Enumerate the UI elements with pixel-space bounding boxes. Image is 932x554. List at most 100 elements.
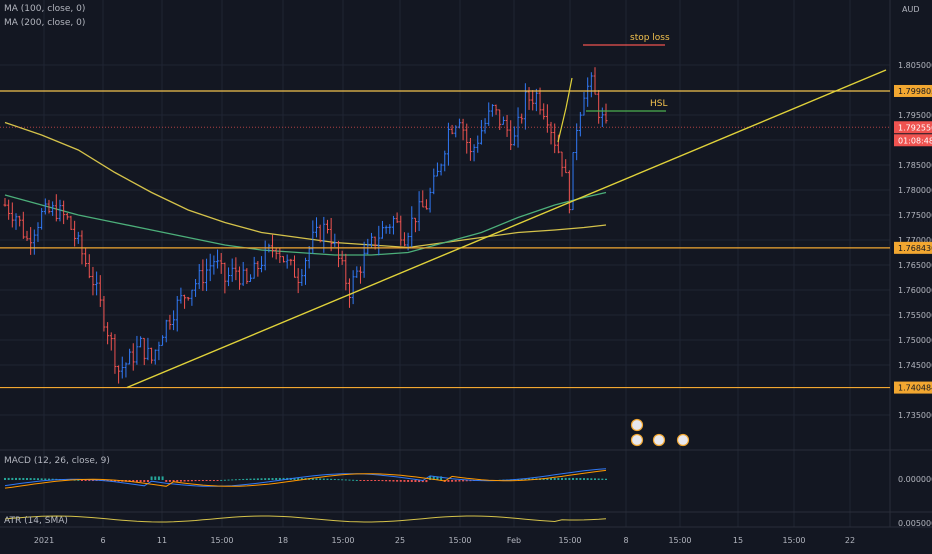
macd-histogram-bar	[399, 480, 402, 482]
macd-histogram-bar	[311, 478, 314, 480]
price-label-box	[894, 121, 932, 134]
macd-histogram-bar	[132, 480, 135, 482]
macd-histogram-bar	[91, 480, 94, 481]
macd-histogram-bar	[44, 478, 47, 480]
macd-histogram-bar	[187, 480, 190, 482]
macd-histogram-bar	[29, 478, 32, 480]
macd-histogram-bar	[572, 477, 575, 480]
drawings[interactable]: stop loss HSL	[0, 33, 890, 389]
macd-histogram-bar	[297, 477, 300, 480]
macd-histogram-bar	[458, 480, 461, 482]
macd-histogram-bar	[176, 480, 179, 482]
macd-histogram-bar	[113, 480, 116, 482]
legend-atr[interactable]: ATR (14, SMA)	[4, 516, 68, 526]
macd-histogram-bar	[168, 480, 171, 482]
legend-ma200[interactable]: MA (200, close, 0)	[4, 18, 86, 28]
indicator-panes	[4, 468, 607, 523]
macd-histogram-bar	[429, 476, 432, 480]
time-axis-label: Feb	[507, 536, 521, 545]
time-axis-label: 22	[845, 536, 855, 545]
macd-histogram-bar	[432, 476, 435, 480]
macd-histogram-bar	[352, 479, 355, 481]
macd-histogram-bar	[231, 479, 234, 481]
price-axis[interactable]: AUD1.8050001.7950001.7900001.7850001.780…	[894, 5, 932, 528]
macd-histogram-bar	[194, 480, 197, 482]
macd-histogram-bar	[139, 480, 142, 483]
price-tick-label: 1.745000	[898, 361, 932, 370]
macd-histogram-bar	[18, 477, 21, 480]
macd-histogram-bar	[326, 478, 329, 480]
macd-histogram-bar	[77, 479, 80, 481]
price-tick-label: 1.795000	[898, 111, 932, 120]
hsl-label: HSL	[650, 99, 668, 109]
macd-histogram-bar	[553, 477, 556, 480]
stop-loss-label: stop loss	[630, 33, 670, 43]
macd-histogram-bar	[370, 480, 373, 481]
macd-histogram-bar	[267, 478, 270, 480]
price-tick-label: 1.750000	[898, 336, 932, 345]
macd-histogram-bar	[330, 478, 333, 480]
macd-histogram-bar	[528, 478, 531, 480]
legend-ma100[interactable]: MA (100, close, 0)	[4, 4, 86, 14]
macd-histogram-bar	[462, 480, 465, 482]
macd-histogram-bar	[143, 480, 146, 483]
economic-event-icon	[630, 433, 644, 447]
macd-histogram-bar	[135, 480, 138, 482]
time-axis-label: 6	[100, 536, 105, 545]
macd-axis-bg	[894, 474, 932, 484]
macd-histogram-bar	[425, 480, 428, 483]
macd-histogram-bar	[359, 480, 362, 481]
macd-histogram-bar	[403, 480, 406, 482]
macd-histogram-bar	[220, 479, 223, 481]
macd-histogram-bar	[22, 477, 25, 480]
price-tick-label: 1.780000	[898, 186, 932, 195]
macd-histogram-bar	[275, 477, 278, 480]
price-tick-label: 1.755000	[898, 311, 932, 320]
macd-histogram-bar	[333, 478, 336, 480]
time-axis-label: 18	[278, 536, 288, 545]
time-axis-label: 2021	[34, 536, 54, 545]
economic-event-icon	[652, 433, 666, 447]
economic-event-icon	[630, 418, 644, 432]
price-tick-label: 1.805000	[898, 61, 932, 70]
price-label-box	[894, 381, 932, 394]
macd-histogram-bar	[165, 480, 168, 482]
time-axis[interactable]: 2021 6 11 15:00 18 15:00 25 15:00 Feb 15:00 8 15:00…	[34, 536, 855, 545]
macd-histogram-bar	[366, 480, 369, 481]
price-label-countdown: 01:08:48	[898, 136, 932, 145]
macd-histogram-bar	[223, 479, 226, 481]
ma100-line	[4, 121, 607, 249]
macd-histogram-bar	[161, 476, 164, 480]
macd-histogram-bar	[179, 480, 182, 482]
macd-histogram-bar	[418, 480, 421, 483]
legend-macd[interactable]: MACD (12, 26, close, 9)	[4, 456, 110, 466]
macd-histogram-bar	[377, 480, 380, 481]
macd-histogram-bar	[198, 480, 201, 481]
economic-event-icon	[676, 433, 690, 447]
macd-histogram-bar	[33, 478, 36, 480]
macd-histogram-bar	[7, 477, 10, 480]
macd-histogram-bar	[385, 480, 388, 482]
macd-histogram-bar	[238, 479, 241, 481]
macd-histogram-bar	[436, 476, 439, 480]
time-axis-label: 15:00	[668, 536, 691, 545]
macd-histogram-bar	[579, 478, 582, 480]
event-markers[interactable]	[630, 418, 690, 447]
macd-histogram-bar	[11, 477, 14, 480]
macd-histogram-bar	[205, 480, 208, 481]
macd-histogram-bar	[586, 478, 589, 480]
macd-histogram-bar	[564, 477, 567, 480]
macd-histogram-bar	[524, 478, 527, 480]
macd-histogram-bar	[282, 477, 285, 480]
macd-histogram-bar	[88, 480, 91, 481]
macd-histogram-bar	[80, 480, 83, 481]
time-axis-label: 25	[395, 536, 405, 545]
macd-histogram-bar	[315, 478, 318, 480]
time-axis-label: 15	[733, 536, 743, 545]
macd-histogram-bar	[172, 480, 175, 482]
macd-histogram-bar	[605, 478, 607, 480]
macd-histogram-bar	[256, 478, 259, 480]
grid	[0, 0, 932, 528]
